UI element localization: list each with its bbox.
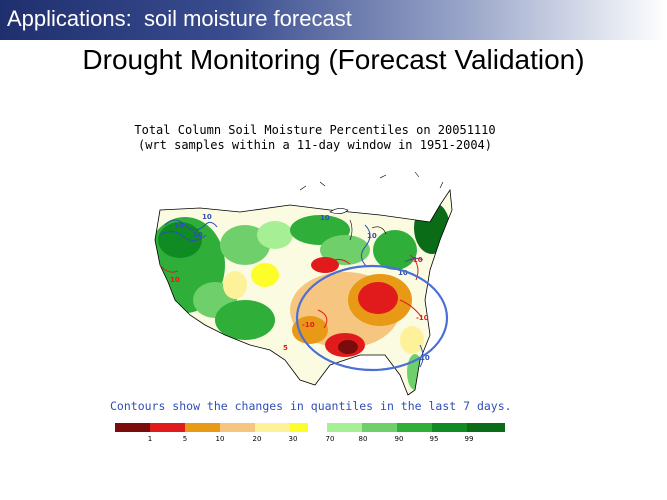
slide-title: Drought Monitoring (Forecast Validation) (82, 44, 585, 75)
contour-label: 10 (420, 354, 430, 362)
lake-michigan (349, 219, 353, 241)
plains-dry-patch (251, 263, 279, 287)
contour-great-lakes (361, 224, 371, 268)
contour-northwest-2 (159, 231, 207, 241)
northwest-wet-core (158, 222, 202, 258)
contour-label: 10 (398, 269, 408, 277)
legend-label: 80 (359, 435, 368, 443)
contour-label: 10 (193, 231, 203, 239)
legend-label: 1 (148, 435, 152, 443)
contour-midwest (329, 258, 351, 265)
carolina-dry-patch (400, 326, 424, 354)
legend-label: 20 (253, 435, 262, 443)
legend-label: 10 (216, 435, 225, 443)
contour-label: -10 (410, 256, 423, 264)
map-caption: Contours show the changes in quantiles i… (110, 399, 512, 413)
northeast-wet (373, 230, 417, 270)
canada-coast-fragments (299, 171, 444, 191)
contour-label: 5 (283, 344, 288, 352)
rockies-dry-patch (223, 271, 247, 299)
legend-swatch-wet (432, 423, 467, 432)
legend-label: 5 (183, 435, 187, 443)
lake-superior (329, 208, 349, 214)
legend-swatch-dry (115, 423, 150, 432)
contour-label: 10 (320, 214, 330, 222)
contour-label: 10 (170, 276, 180, 284)
contour-southeast (399, 299, 423, 319)
contour-label: -10 (378, 302, 391, 310)
map-title-line2: (wrt samples within a 11-day window in 1… (137, 138, 492, 152)
legend-swatch-dry (220, 423, 255, 432)
legend-swatch-dry (150, 423, 185, 432)
southeast-drought-core (358, 282, 398, 314)
contour-northeast (404, 257, 424, 263)
legend-swatch-dry (290, 423, 308, 432)
contour-atlantic (409, 254, 419, 281)
legend-swatch-dry (255, 423, 290, 432)
us-outline (154, 188, 453, 396)
contour-label: 10 (202, 213, 212, 221)
legend-label: 90 (395, 435, 404, 443)
legend-swatch-wet (397, 423, 432, 432)
legend-swatch-wet (362, 423, 397, 432)
legend-swatch-wet (467, 423, 505, 432)
legend-swatch-wet (327, 423, 362, 432)
contour-label: -10 (416, 314, 429, 322)
contour-california (159, 264, 179, 273)
southwest-wet-region (215, 300, 275, 340)
legend-wet (327, 423, 505, 432)
midwest-dry-patch (311, 257, 339, 273)
legend-label: 30 (289, 435, 298, 443)
contour-label: -10 (302, 321, 315, 329)
gulf-coast-extreme-drought (338, 340, 358, 354)
legend-label: 99 (465, 435, 474, 443)
header-title: Applications: soil moisture forecast (7, 6, 352, 31)
legend-label: 95 (430, 435, 439, 443)
lake-huron (371, 226, 387, 235)
contour-south-central (317, 309, 328, 329)
northern-plains-patch (257, 221, 293, 249)
contour-northwest (164, 219, 218, 231)
legend-swatch-dry (185, 423, 220, 432)
legend-label: 70 (326, 435, 335, 443)
map-title-line1: Total Column Soil Moisture Percentiles o… (134, 123, 496, 137)
contour-label: 10 (174, 222, 184, 230)
header-bar (0, 0, 667, 40)
contour-label: 10 (367, 232, 377, 240)
drought-highlight-ellipse (295, 264, 449, 372)
legend-dry (115, 423, 308, 432)
great-lakes-wet (320, 235, 370, 265)
